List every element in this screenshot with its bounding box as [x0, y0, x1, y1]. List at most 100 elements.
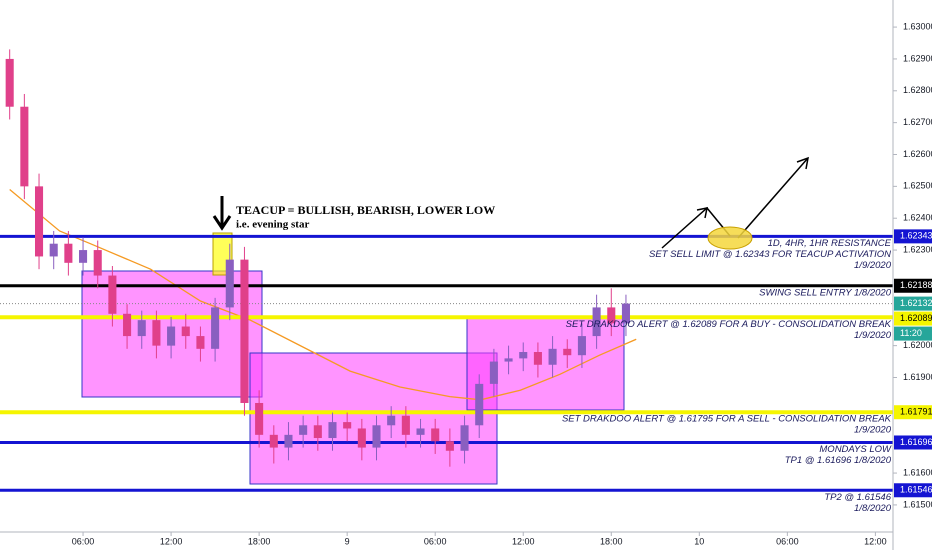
y-tick-label: 1.63000 [903, 21, 932, 31]
x-tick-label: 06:00 [72, 536, 95, 546]
candle-body [64, 243, 73, 263]
candle-body [607, 307, 616, 324]
candle-body [621, 303, 630, 324]
candle-body [460, 425, 469, 451]
candle-body [445, 441, 454, 451]
candle-body [137, 320, 146, 337]
range-box [249, 352, 498, 485]
arrow-head [696, 207, 708, 219]
y-tick-label: 1.62600 [903, 149, 932, 159]
y-tick-label: 1.62300 [903, 244, 932, 254]
candle-body [504, 358, 513, 362]
level-note: TP2 @ 1.61546 [824, 492, 891, 503]
candle-body [49, 243, 58, 257]
y-tick-label: 1.62700 [903, 117, 932, 127]
y-tick-label: 1.62000 [903, 340, 932, 350]
x-tick-label: 06:00 [776, 536, 799, 546]
price-tag-label: 1.61791 [900, 407, 932, 417]
price-tag [894, 311, 932, 326]
x-tick-label: 12:00 [512, 536, 535, 546]
x-tick-label: 18:00 [248, 536, 271, 546]
candle-body [563, 348, 572, 356]
x-tick-label: 12:00 [864, 536, 887, 546]
moving-average [9, 189, 637, 401]
candle-body [269, 434, 278, 448]
price-tag-label: 1.62343 [900, 231, 932, 241]
candle-body [577, 336, 586, 356]
level-note: MONDAYS LOW [819, 444, 892, 455]
candle-body [387, 415, 396, 426]
annotation-subtitle: i.e. evening star [236, 219, 309, 231]
x-tick-label: 10 [694, 536, 704, 546]
candle-body [431, 428, 440, 442]
level-note: TP1 @ 1.61696 1/8/2020 [785, 455, 892, 466]
y-tick-label: 1.62900 [903, 53, 932, 63]
price-tag-label: 1.61546 [900, 485, 932, 495]
candle-body [20, 106, 29, 187]
candle-body [416, 428, 425, 435]
candle-body [313, 425, 322, 439]
candle-body [533, 352, 542, 365]
candle-body [93, 250, 102, 276]
arrow-head [796, 156, 809, 170]
y-tick-label: 1.62400 [903, 213, 932, 223]
candle-body [240, 259, 249, 403]
candle-body [181, 326, 190, 337]
price-tag [894, 326, 932, 341]
candle-body [123, 313, 132, 337]
candle-body [328, 422, 337, 439]
price-tag-label: 1.62089 [900, 313, 932, 323]
candle-body [152, 320, 161, 346]
candle-body [548, 348, 557, 365]
level-note: 1/9/2020 [854, 425, 892, 436]
price-tag-label: 1.62188 [900, 280, 932, 290]
price-tag-label: 11:20 [900, 328, 922, 338]
candle-body [5, 58, 14, 107]
level-note: 1/9/2020 [854, 330, 892, 341]
candle-body [592, 307, 601, 337]
candle-body [489, 361, 498, 384]
candle-body [196, 336, 205, 349]
level-note: SET SELL LIMIT @ 1.62343 FOR TEACUP ACTI… [649, 249, 891, 260]
price-tag [894, 229, 932, 244]
candle-body [167, 326, 176, 346]
x-tick-label: 9 [345, 536, 350, 546]
candle-body [284, 434, 293, 448]
price-tag-label: 1.62132 [900, 298, 932, 308]
x-tick-label: 06:00 [424, 536, 447, 546]
candle-body [299, 425, 308, 435]
price-tag [894, 296, 932, 311]
price-tag [894, 405, 932, 420]
y-tick-label: 1.62500 [903, 181, 932, 191]
level-note: 1/8/2020 [854, 503, 892, 514]
y-tick-label: 1.61900 [903, 372, 932, 382]
candle-body [475, 383, 484, 426]
x-tick-label: 12:00 [160, 536, 183, 546]
annotation-title: TEACUP = BULLISH, BEARISH, LOWER LOW [236, 203, 495, 217]
down-arrow-head [212, 215, 232, 231]
candle-body [343, 422, 352, 429]
entry-marker [707, 226, 753, 250]
level-note: SWING SELL ENTRY 1/8/2020 [759, 287, 892, 298]
level-note: SET DRAKDOO ALERT @ 1.62089 FOR A BUY - … [566, 319, 892, 330]
candle-body [225, 259, 234, 308]
candle-body [519, 352, 528, 359]
level-note: SET DRAKDOO ALERT @ 1.61795 FOR A SELL -… [562, 414, 892, 425]
candle-body [108, 275, 117, 314]
arrow-path [737, 157, 809, 239]
candle-body [401, 415, 410, 435]
y-tick-label: 1.62800 [903, 85, 932, 95]
level-note: 1D, 4HR, 1HR RESISTANCE [768, 238, 892, 249]
candle-body [357, 428, 366, 448]
candle-body [255, 402, 264, 435]
price-tag [894, 435, 932, 450]
x-tick-label: 18:00 [600, 536, 623, 546]
price-tag-label: 1.61696 [900, 437, 932, 447]
candle-body [34, 186, 44, 257]
level-note: 1/9/2020 [854, 260, 892, 271]
candle-body [79, 250, 88, 263]
candle-body [211, 307, 220, 349]
price-tag [894, 278, 932, 293]
